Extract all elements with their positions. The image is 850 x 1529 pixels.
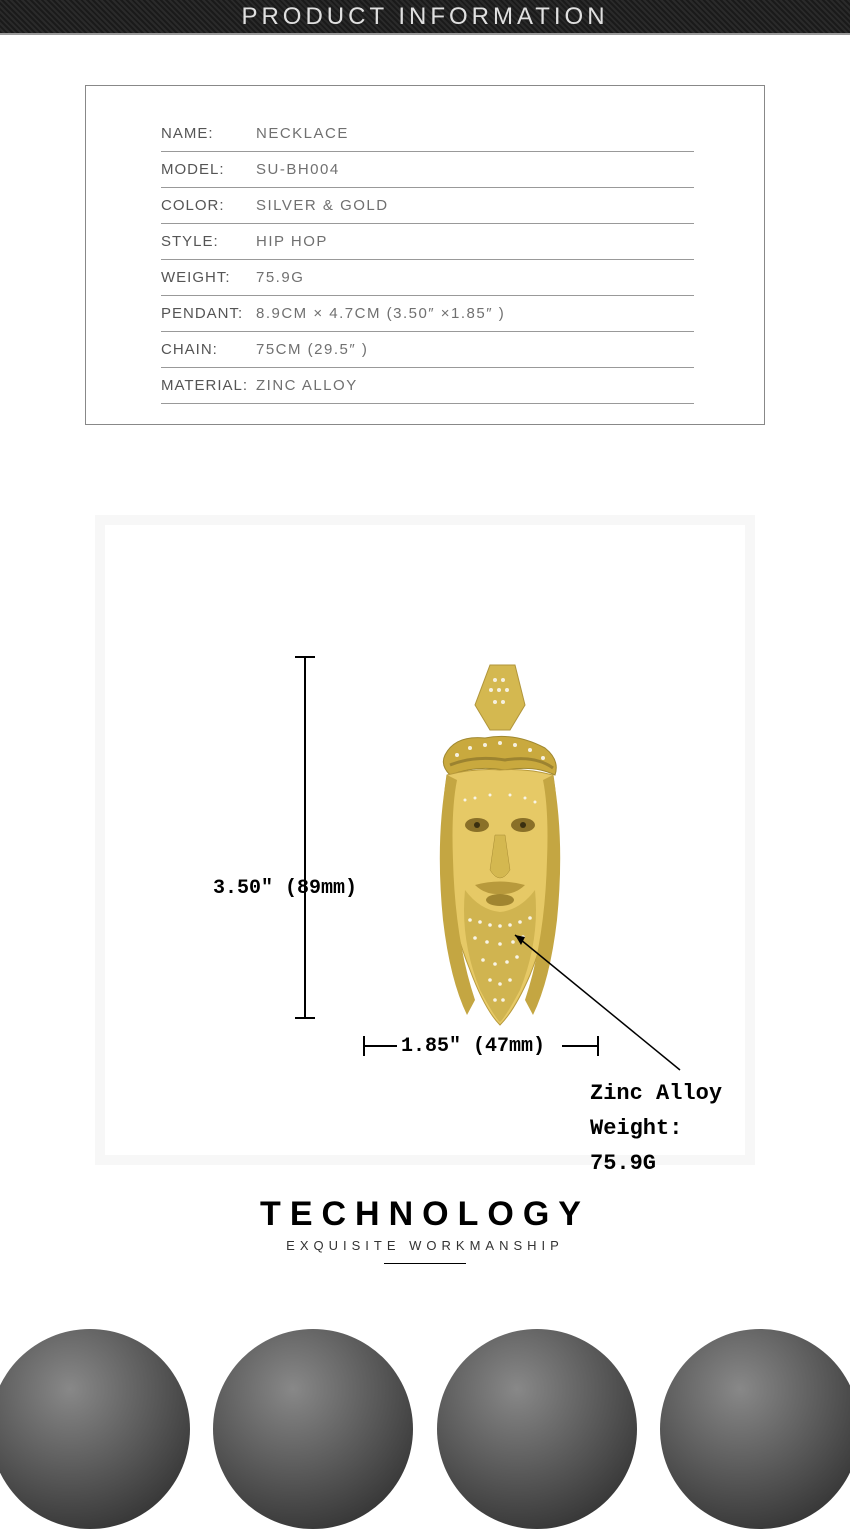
info-value-style: HIP HOP [256,233,328,250]
material-line1: Zinc Alloy [590,1076,745,1111]
info-label-chain: CHAIN: [161,341,256,358]
material-callout: Zinc Alloy Weight: 75.9G [590,1076,745,1182]
height-label: 3.50" (89mm) [213,877,357,900]
material-line2: Weight: 75.9G [590,1111,745,1181]
info-value-pendant: 8.9CM × 4.7CM (3.50″ ×1.85″ ) [256,305,505,322]
info-label-color: COLOR: [161,197,256,214]
header-banner: PRODUCT INFORMATION [0,0,850,35]
diagram-section: 3.50" (89mm) 1.85" (47mm) Zinc Alloy Wei… [95,515,755,1165]
info-label-model: MODEL: [161,161,256,178]
info-row: STYLE: HIP HOP [161,224,694,260]
info-value-model: SU-BH004 [256,161,340,178]
callout-arrow-icon [485,925,705,1085]
info-row: NAME: NECKLACE [161,116,694,152]
workmanship-circle [437,1329,637,1529]
workmanship-circle [213,1329,413,1529]
header-title: PRODUCT INFORMATION [241,3,608,31]
info-label-weight: WEIGHT: [161,269,256,286]
workmanship-circles [0,1329,850,1529]
info-label-pendant: PENDANT: [161,305,256,322]
technology-subtitle: EXQUISITE WORKMANSHIP [0,1238,850,1253]
info-row: PENDANT: 8.9CM × 4.7CM (3.50″ ×1.85″ ) [161,296,694,332]
info-value-name: NECKLACE [256,125,349,142]
height-bracket-icon [290,655,320,1020]
info-row: CHAIN: 75CM (29.5″ ) [161,332,694,368]
product-info-box: NAME: NECKLACE MODEL: SU-BH004 COLOR: SI… [85,85,765,425]
technology-section: TECHNOLOGY EXQUISITE WORKMANSHIP [0,1195,850,1264]
info-row: COLOR: SILVER & GOLD [161,188,694,224]
info-row: MODEL: SU-BH004 [161,152,694,188]
diagram-inner: 3.50" (89mm) 1.85" (47mm) Zinc Alloy Wei… [105,525,745,1155]
workmanship-circle [0,1329,190,1529]
info-label-style: STYLE: [161,233,256,250]
info-label-material: MATERIAL: [161,377,256,394]
info-row: WEIGHT: 75.9G [161,260,694,296]
technology-title: TECHNOLOGY [0,1195,850,1234]
workmanship-circle [660,1329,850,1529]
info-value-color: SILVER & GOLD [256,197,389,214]
info-label-name: NAME: [161,125,256,142]
info-value-material: ZINC ALLOY [256,377,358,394]
underline-icon [384,1263,466,1264]
info-value-chain: 75CM (29.5″ ) [256,341,368,358]
info-row: MATERIAL: ZINC ALLOY [161,368,694,404]
info-value-weight: 75.9G [256,269,304,286]
